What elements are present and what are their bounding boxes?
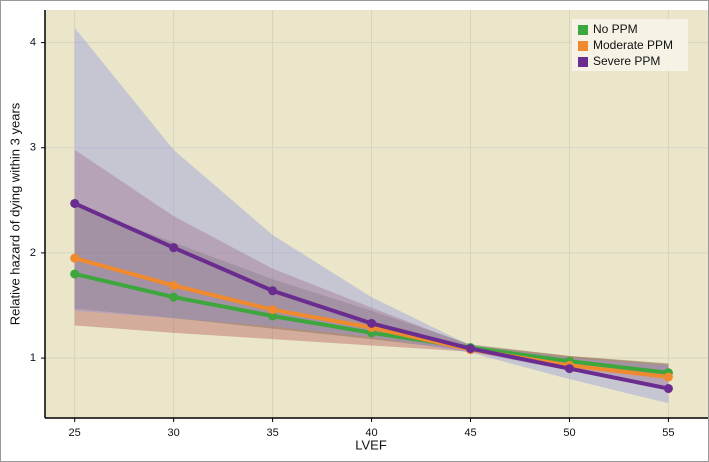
point: [268, 305, 278, 315]
ticks: 25 30 35 40 45 50 55 1 2 3 4: [30, 37, 675, 439]
point: [268, 286, 278, 296]
legend-swatch: [578, 25, 588, 35]
point: [367, 318, 377, 328]
y-tick-label: 1: [30, 352, 36, 364]
point: [169, 243, 179, 253]
confidence-band: [74, 27, 669, 404]
y-tick-label: 4: [30, 37, 36, 49]
point: [169, 292, 179, 302]
x-tick-label: 40: [365, 427, 377, 439]
legend-swatch: [578, 57, 588, 67]
legend-label: Moderate PPM: [593, 38, 673, 52]
point: [70, 253, 80, 263]
x-tick-label: 25: [69, 427, 81, 439]
y-tick-label: 3: [30, 142, 36, 154]
point: [268, 311, 278, 321]
point: [466, 344, 476, 354]
y-tick-label: 2: [30, 247, 36, 259]
x-tick-label: 45: [464, 427, 476, 439]
x-tick-label: 35: [266, 427, 278, 439]
x-tick-label: 50: [563, 427, 575, 439]
point: [169, 281, 179, 291]
confidence-band: [74, 149, 669, 388]
legend-swatch: [578, 41, 588, 51]
legend-label: Severe PPM: [593, 54, 660, 68]
legend-box: [572, 19, 688, 71]
point: [663, 372, 673, 382]
x-tick-label: 55: [662, 427, 674, 439]
point: [70, 198, 80, 208]
x-axis-label: LVEF: [355, 437, 387, 452]
point: [564, 364, 574, 374]
legend: No PPM Moderate PPM Severe PPM: [578, 22, 673, 68]
lines: [70, 198, 673, 394]
point: [663, 384, 673, 394]
y-axis-label: Relative hazard of dying within 3 years: [7, 102, 22, 325]
point: [70, 269, 80, 279]
plot-area: [45, 10, 708, 418]
x-tick-label: 30: [168, 427, 180, 439]
legend-label: No PPM: [593, 22, 638, 36]
